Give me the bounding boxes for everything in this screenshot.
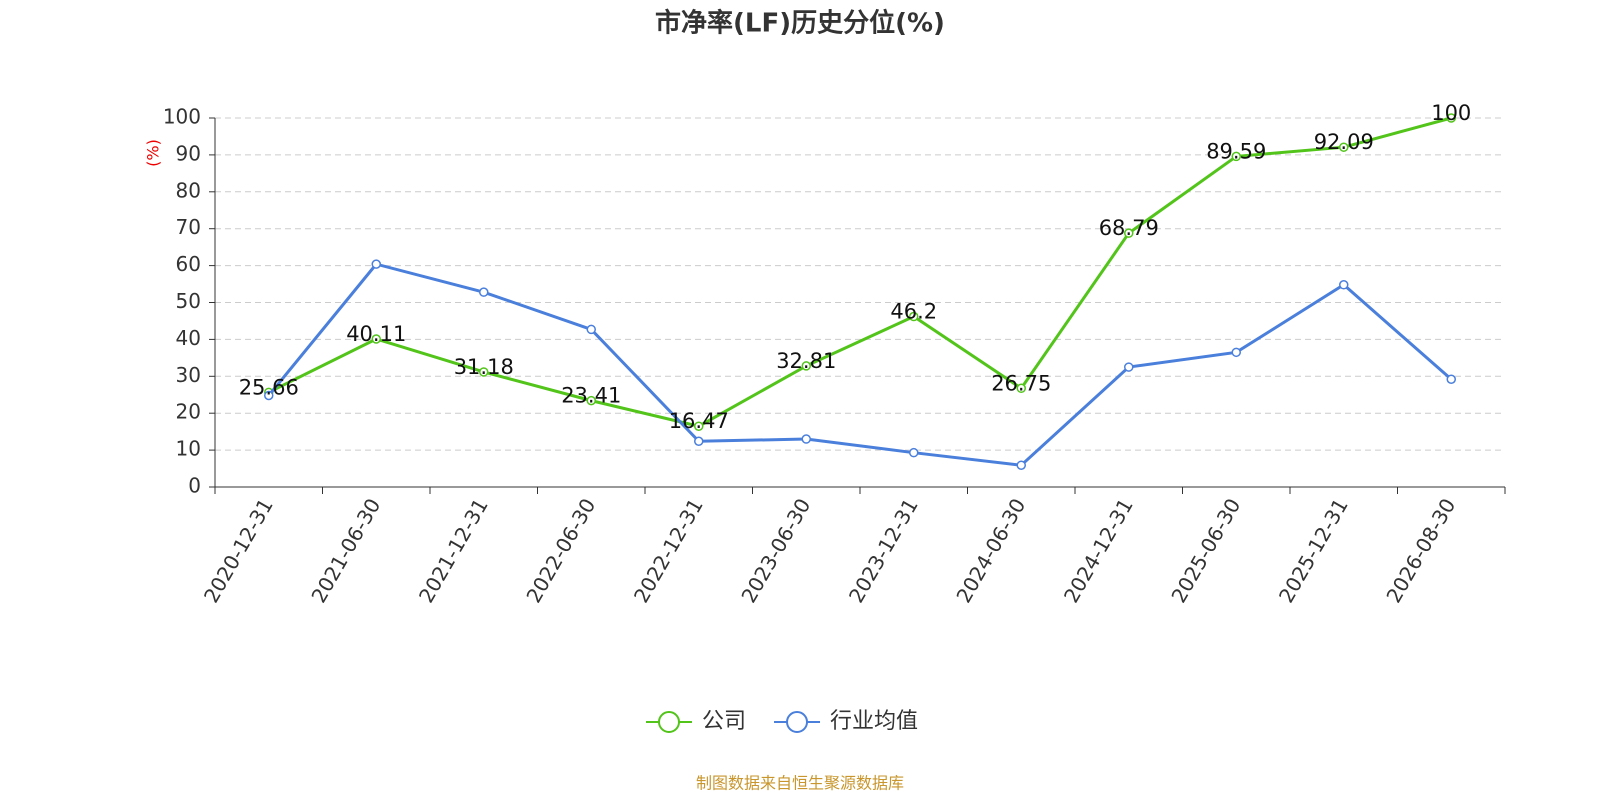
data-point bbox=[371, 334, 381, 344]
data-label: 100 bbox=[1431, 101, 1471, 125]
y-tick-label: 0 bbox=[188, 474, 201, 498]
data-label: 40.11 bbox=[346, 322, 406, 346]
data-point bbox=[1124, 362, 1134, 372]
legend-label: 公司 bbox=[702, 709, 746, 734]
y-tick-label: 20 bbox=[176, 400, 201, 424]
x-tick-label: 2024-06-30 bbox=[951, 494, 1030, 607]
data-label: 68.79 bbox=[1099, 216, 1159, 240]
x-tick-label: 2022-12-31 bbox=[629, 494, 708, 607]
data-label: 16.47 bbox=[669, 409, 729, 433]
data-label: 92.09 bbox=[1314, 130, 1374, 154]
data-label: 31.18 bbox=[454, 355, 514, 379]
x-tick-label: 2024-12-31 bbox=[1059, 494, 1138, 607]
y-tick-label: 60 bbox=[176, 252, 201, 276]
source-note: 制图数据来自恒生聚源数据库 bbox=[696, 774, 904, 793]
data-point bbox=[694, 421, 704, 431]
data-point bbox=[694, 436, 704, 446]
data-point bbox=[909, 311, 919, 322]
data-point bbox=[371, 259, 381, 269]
data-point bbox=[801, 434, 811, 444]
x-tick-label: 2020-12-31 bbox=[199, 494, 278, 607]
data-point bbox=[264, 390, 274, 401]
series-line bbox=[268, 116, 1452, 428]
data-point bbox=[1339, 142, 1349, 152]
data-point bbox=[1124, 228, 1134, 238]
x-tick-label: 2023-06-30 bbox=[736, 494, 815, 607]
data-point bbox=[1016, 383, 1026, 394]
legend-marker bbox=[786, 711, 809, 733]
x-tick-label: 2023-12-31 bbox=[844, 494, 923, 607]
x-tick-label: 2021-12-31 bbox=[414, 494, 493, 607]
data-point bbox=[801, 361, 811, 371]
data-point bbox=[1231, 151, 1241, 162]
y-axis-label: (%) bbox=[144, 139, 163, 167]
y-tick-label: 100 bbox=[163, 105, 201, 129]
y-tick-label: 90 bbox=[176, 141, 201, 165]
x-tick-label: 2021-06-30 bbox=[306, 494, 385, 607]
y-tick-label: 50 bbox=[176, 289, 201, 313]
chart-title: 市净率(LF)历史分位(%) bbox=[655, 8, 945, 39]
data-point bbox=[1016, 460, 1026, 470]
x-tick-label: 2025-12-31 bbox=[1274, 494, 1353, 607]
series-line bbox=[267, 262, 1453, 467]
data-point bbox=[479, 367, 489, 377]
data-label: 26.75 bbox=[991, 371, 1051, 395]
data-label: 23.41 bbox=[561, 384, 621, 408]
y-tick-label: 30 bbox=[176, 363, 201, 387]
x-tick-label: 2026-08-30 bbox=[1381, 494, 1460, 607]
data-point bbox=[1231, 347, 1241, 358]
y-tick-label: 80 bbox=[176, 178, 201, 202]
x-tick-label: 2025-06-30 bbox=[1166, 494, 1245, 607]
data-label: 89.59 bbox=[1206, 139, 1266, 163]
data-point bbox=[909, 447, 919, 458]
y-tick-label: 40 bbox=[176, 326, 201, 350]
x-tick-label: 2022-06-30 bbox=[521, 494, 600, 607]
data-label: 46.2 bbox=[890, 300, 937, 324]
data-point bbox=[1339, 280, 1349, 290]
data-point bbox=[586, 324, 596, 335]
y-tick-label: 70 bbox=[176, 215, 201, 239]
legend-marker bbox=[658, 711, 680, 733]
data-point bbox=[1446, 374, 1456, 385]
data-label: 32.81 bbox=[776, 349, 836, 373]
legend-label: 行业均值 bbox=[830, 709, 918, 734]
data-point bbox=[479, 287, 489, 297]
data-point bbox=[1446, 113, 1456, 123]
data-label: 25.66 bbox=[239, 375, 299, 399]
data-point bbox=[586, 395, 596, 406]
y-tick-label: 10 bbox=[176, 437, 201, 461]
